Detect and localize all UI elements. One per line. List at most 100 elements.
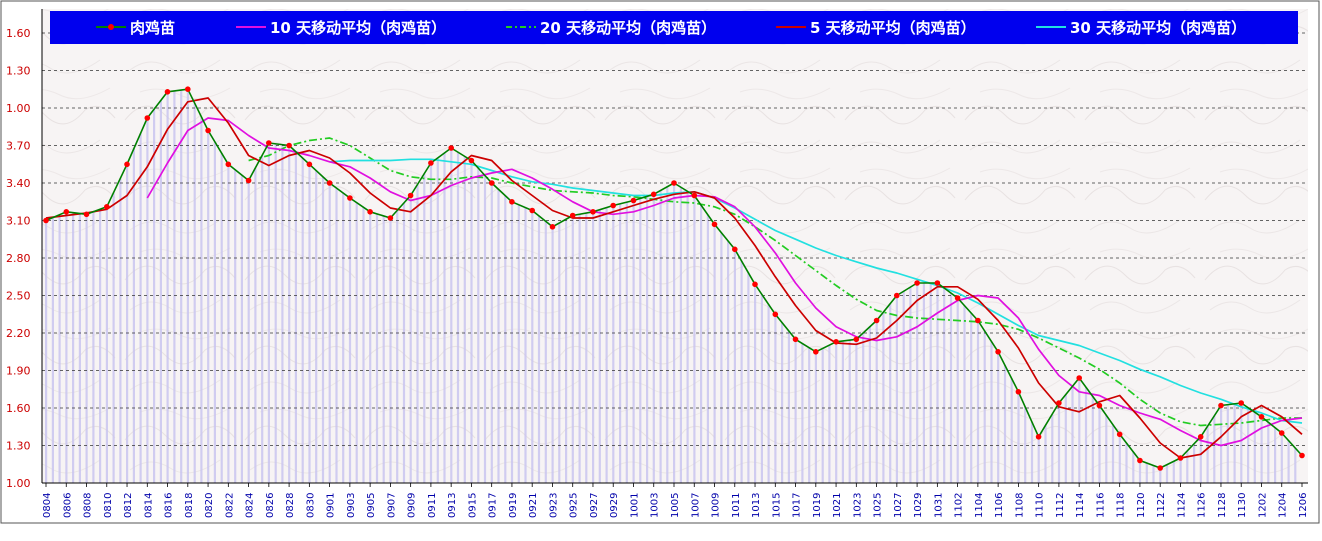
x-tick-label: 1120 bbox=[1136, 493, 1147, 518]
x-tick-label: 0901 bbox=[326, 493, 337, 518]
data-point-1116 bbox=[1096, 402, 1103, 409]
data-point-1130 bbox=[1238, 400, 1244, 406]
x-tick-label: 1118 bbox=[1116, 493, 1127, 518]
bar-0824-1 bbox=[254, 168, 257, 483]
bar-0921-2 bbox=[544, 221, 547, 484]
bar-1015-2 bbox=[787, 330, 790, 483]
y-tick-label: 1.90 bbox=[6, 365, 31, 378]
data-point-1108 bbox=[1015, 389, 1022, 395]
legend-label-3: 5 天移动平均（肉鸡苗） bbox=[810, 19, 976, 37]
bar-1120-1 bbox=[1145, 463, 1148, 483]
bar-1011-1 bbox=[740, 260, 743, 483]
bar-0923-1 bbox=[558, 223, 561, 483]
x-tick-label: 1206 bbox=[1298, 493, 1309, 518]
bar-0816-2 bbox=[180, 90, 183, 483]
legend-label-4: 30 天移动平均（肉鸡苗） bbox=[1070, 19, 1246, 37]
bar-0804-1 bbox=[51, 217, 54, 483]
bar-1015-0 bbox=[774, 314, 777, 484]
x-tick-label: 0929 bbox=[609, 493, 620, 518]
x-axis-tick-labels: 0804 0806 0808 0810 0812 0814 0816 0818 0820 0822… bbox=[42, 483, 1309, 518]
x-tick-label: 1130 bbox=[1237, 493, 1248, 518]
data-point-0907 bbox=[387, 215, 394, 221]
y-tick-label: 2.50 bbox=[6, 290, 31, 303]
x-tick-label: 0826 bbox=[265, 493, 276, 518]
bar-0903-0 bbox=[348, 198, 352, 483]
data-point-0903 bbox=[347, 195, 353, 201]
bar-1204-0 bbox=[1280, 433, 1283, 483]
bar-1005-2 bbox=[686, 191, 689, 484]
bar-1011-2 bbox=[747, 272, 750, 483]
y-axis-tick-labels: 1.00 1.30 1.60 1.90 2.20 2.50 2.80 3.10 3.40 3.70… bbox=[6, 27, 31, 490]
bar-1102-0 bbox=[956, 298, 959, 483]
bar-0808-1 bbox=[92, 211, 95, 484]
bar-1202-1 bbox=[1267, 422, 1270, 483]
x-tick-label: 0905 bbox=[366, 493, 377, 518]
bar-0830-1 bbox=[315, 170, 318, 483]
bar-1122-0 bbox=[1159, 468, 1162, 483]
bar-1001-2 bbox=[646, 196, 649, 484]
bar-1102-1 bbox=[963, 305, 966, 483]
bar-0806-2 bbox=[78, 213, 81, 483]
bar-0816-0 bbox=[166, 91, 169, 484]
bar-1029-0 bbox=[916, 283, 919, 483]
bar-0810-1 bbox=[112, 192, 115, 483]
data-point-1009 bbox=[711, 221, 718, 228]
x-tick-label: 1019 bbox=[812, 493, 823, 518]
y-tick-label: 1.60 bbox=[6, 27, 31, 40]
bar-0818-0 bbox=[186, 89, 189, 483]
y-tick-label: 3.70 bbox=[6, 140, 31, 153]
bar-0905-0 bbox=[369, 211, 372, 484]
x-tick-label: 0812 bbox=[123, 493, 134, 518]
bar-1108-2 bbox=[1030, 421, 1034, 484]
bar-1102-2 bbox=[970, 313, 973, 483]
data-point-1021 bbox=[833, 339, 839, 345]
x-tick-label: 0903 bbox=[346, 493, 357, 518]
bar-1031-2 bbox=[949, 293, 953, 483]
data-point-1025 bbox=[873, 317, 880, 324]
x-tick-label: 0913 bbox=[447, 493, 458, 518]
bar-1116-1 bbox=[1105, 415, 1108, 483]
bar-1104-1 bbox=[983, 330, 986, 483]
data-point-1017 bbox=[792, 336, 799, 343]
bar-1104-2 bbox=[990, 341, 993, 483]
data-point-1104 bbox=[975, 317, 981, 324]
bar-0917-0 bbox=[490, 183, 493, 483]
x-tick-label: 1031 bbox=[933, 493, 944, 518]
bar-1124-1 bbox=[1186, 450, 1189, 483]
x-tick-label: 1108 bbox=[1014, 493, 1025, 518]
data-point-0828 bbox=[286, 142, 292, 149]
y-tick-label: 1.00 bbox=[6, 477, 31, 490]
bar-1021-0 bbox=[835, 341, 838, 484]
data-point-0911 bbox=[428, 160, 434, 166]
data-point-1003 bbox=[650, 191, 657, 198]
bar-1023-1 bbox=[862, 333, 865, 483]
bar-1106-0 bbox=[997, 351, 1000, 484]
bar-0907-2 bbox=[402, 203, 406, 483]
data-point-0826 bbox=[266, 140, 272, 146]
bar-0913-0 bbox=[450, 148, 453, 483]
bar-0915-0 bbox=[470, 160, 473, 483]
bar-1019-0 bbox=[814, 351, 817, 484]
data-point-1202 bbox=[1258, 414, 1265, 420]
bar-0905-2 bbox=[382, 215, 385, 483]
bar-0921-0 bbox=[531, 210, 534, 483]
data-point-1106 bbox=[995, 349, 1001, 355]
x-tick-label: 1029 bbox=[913, 493, 924, 518]
data-point-0824 bbox=[245, 177, 252, 184]
data-point-0905 bbox=[367, 209, 373, 215]
x-tick-label: 1112 bbox=[1055, 493, 1066, 518]
bar-0806-0 bbox=[65, 211, 68, 484]
data-point-1126 bbox=[1197, 434, 1204, 440]
x-tick-label: 0921 bbox=[528, 493, 539, 518]
bar-1120-2 bbox=[1152, 465, 1155, 483]
bar-0925-0 bbox=[571, 215, 574, 483]
x-tick-label: 0917 bbox=[488, 493, 499, 518]
data-point-0816 bbox=[164, 89, 171, 95]
x-tick-label: 0923 bbox=[548, 493, 559, 518]
x-tick-label: 1204 bbox=[1278, 493, 1289, 518]
x-tick-label: 1124 bbox=[1176, 493, 1187, 518]
x-tick-label: 0907 bbox=[386, 493, 397, 518]
bar-0927-1 bbox=[598, 209, 601, 483]
bar-0826-1 bbox=[274, 143, 277, 484]
y-tick-label: 3.40 bbox=[6, 177, 31, 190]
